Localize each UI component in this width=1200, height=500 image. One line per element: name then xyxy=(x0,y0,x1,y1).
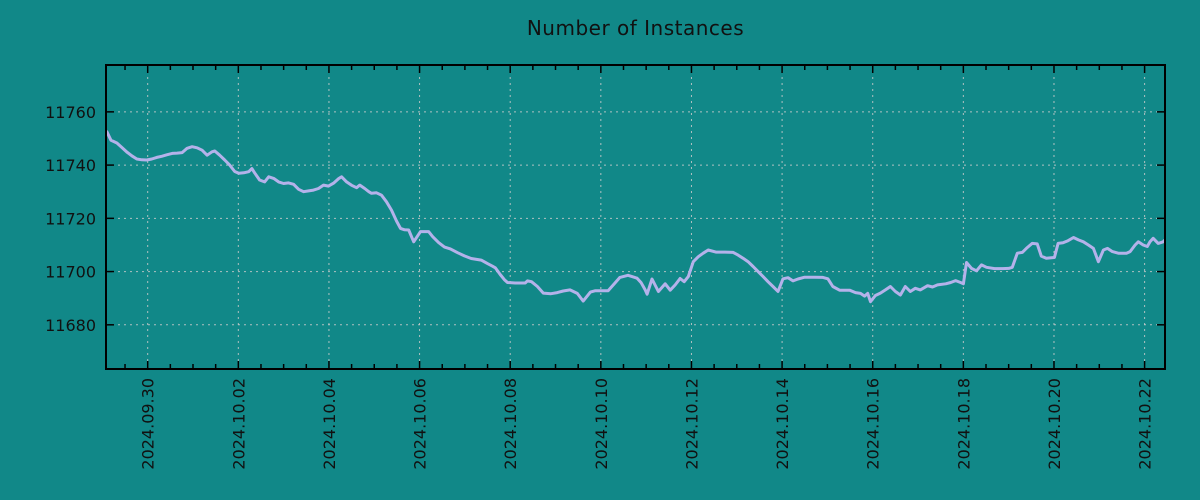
x-tick-label: 2024.10.16 xyxy=(864,378,883,470)
plot-border xyxy=(105,64,1166,370)
x-tick-label: 2024.10.22 xyxy=(1136,378,1155,470)
x-tick-label: 2024.10.14 xyxy=(773,378,792,470)
x-tick-label: 2024.10.04 xyxy=(320,378,339,470)
y-tick-label: 11680 xyxy=(45,316,96,335)
y-tick-label: 11720 xyxy=(45,209,96,228)
x-tick-label: 2024.09.30 xyxy=(139,378,158,470)
y-tick-label: 11700 xyxy=(45,263,96,282)
x-tick-label: 2024.10.06 xyxy=(411,378,430,470)
x-tick-label: 2024.10.20 xyxy=(1045,378,1064,470)
y-tick-label: 11760 xyxy=(45,103,96,122)
y-tick-label: 11740 xyxy=(45,156,96,175)
x-tick-label: 2024.10.12 xyxy=(682,378,701,470)
x-tick-label: 2024.10.10 xyxy=(592,378,611,470)
data-series-line xyxy=(105,130,1166,304)
x-tick-label: 2024.10.02 xyxy=(229,378,248,470)
x-tick-label: 2024.10.08 xyxy=(501,378,520,470)
chart-title: Number of Instances xyxy=(526,16,745,40)
x-tick-label: 2024.10.18 xyxy=(954,378,973,470)
